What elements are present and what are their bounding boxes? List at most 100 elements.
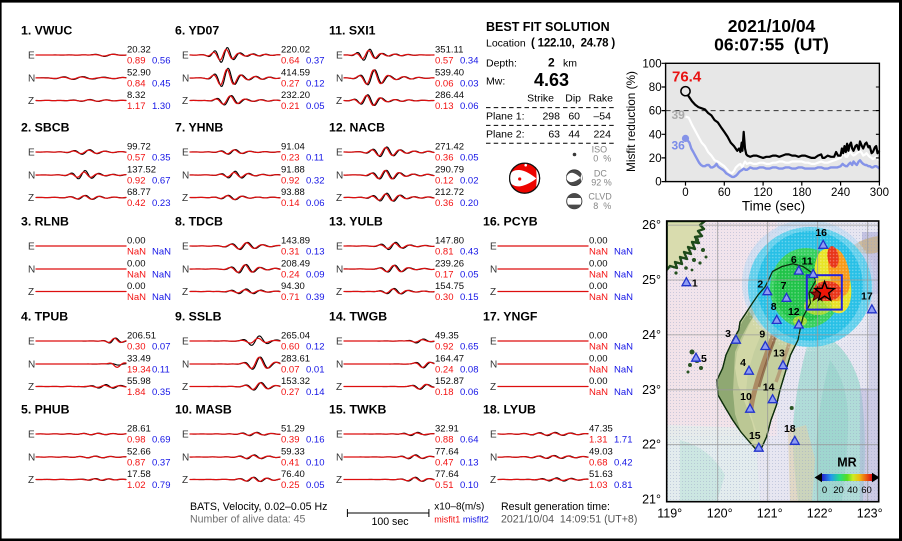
svg-text:51.63: 51.63: [589, 469, 613, 480]
svg-text:26°: 26°: [642, 218, 661, 232]
svg-text:0.43: 0.43: [460, 246, 479, 257]
svg-text:22°: 22°: [642, 438, 661, 452]
svg-text:Plane 1:: Plane 1:: [486, 111, 525, 123]
svg-text:N: N: [490, 265, 497, 276]
svg-text:1.03: 1.03: [589, 480, 608, 491]
svg-text:17. YNGF: 17. YNGF: [483, 310, 538, 324]
svg-text:20: 20: [833, 485, 844, 496]
svg-text:153.32: 153.32: [281, 376, 310, 387]
svg-text:20.32: 20.32: [127, 45, 151, 56]
svg-text:Depth:: Depth:: [486, 58, 517, 70]
svg-text:0.36: 0.36: [435, 152, 454, 163]
svg-text:Number of alive data: 45: Number of alive data: 45: [190, 514, 306, 526]
svg-text:E: E: [182, 337, 189, 348]
svg-text:E: E: [28, 337, 35, 348]
svg-text:km: km: [563, 58, 577, 70]
svg-text:0.11: 0.11: [152, 364, 170, 375]
svg-text:0: 0: [822, 485, 827, 496]
svg-text:119°: 119°: [657, 507, 682, 521]
svg-text:18: 18: [784, 423, 796, 435]
svg-text:99.72: 99.72: [127, 142, 151, 153]
svg-text:0.07: 0.07: [281, 364, 300, 375]
svg-text:271.42: 271.42: [435, 142, 464, 153]
svg-text:164.47: 164.47: [435, 354, 464, 365]
svg-text:23°: 23°: [642, 383, 661, 397]
svg-text:Z: Z: [182, 475, 188, 486]
svg-text:3. RLNB: 3. RLNB: [21, 215, 69, 229]
svg-text:0.07: 0.07: [152, 341, 171, 352]
svg-text:2: 2: [757, 279, 763, 291]
svg-text:0.57: 0.57: [435, 55, 454, 66]
svg-text:0.14: 0.14: [306, 387, 325, 398]
svg-text:N: N: [336, 265, 343, 276]
svg-text:8.32: 8.32: [127, 90, 146, 101]
svg-text:0.17: 0.17: [435, 269, 454, 280]
svg-text:1.71: 1.71: [614, 434, 633, 445]
svg-text:76.4: 76.4: [672, 69, 702, 86]
svg-text:Mw:: Mw:: [486, 76, 505, 88]
svg-text:NaN: NaN: [614, 387, 633, 398]
svg-text:Z: Z: [490, 382, 496, 393]
svg-text:0.41: 0.41: [281, 457, 300, 468]
svg-text:E: E: [336, 148, 343, 159]
svg-text:0.98: 0.98: [127, 434, 146, 445]
svg-text:0.30: 0.30: [435, 292, 454, 303]
svg-text:NaN: NaN: [614, 269, 633, 280]
svg-text:Z: Z: [28, 287, 34, 298]
svg-text:0: 0: [655, 177, 661, 189]
svg-text:NaN: NaN: [614, 292, 633, 303]
svg-text:44: 44: [568, 129, 580, 141]
svg-text:Z: Z: [336, 287, 342, 298]
svg-text:120°: 120°: [707, 507, 733, 521]
svg-text:0.79: 0.79: [152, 480, 171, 491]
svg-text:0.12: 0.12: [306, 341, 325, 352]
svg-text:59.33: 59.33: [281, 447, 305, 458]
svg-text:6: 6: [791, 254, 797, 266]
svg-text:0.51: 0.51: [435, 480, 454, 491]
svg-text:300: 300: [870, 187, 889, 199]
svg-text:0.57: 0.57: [127, 152, 146, 163]
svg-text:4.63: 4.63: [534, 70, 569, 90]
svg-text:47.35: 47.35: [589, 424, 613, 435]
svg-text:0.31: 0.31: [281, 246, 300, 257]
svg-text:Z: Z: [336, 475, 342, 486]
svg-text:6. YD07: 6. YD07: [175, 24, 219, 38]
svg-text:20: 20: [649, 153, 662, 165]
svg-text:N: N: [28, 265, 35, 276]
svg-text:0.06: 0.06: [460, 101, 479, 112]
svg-text:0.92: 0.92: [435, 341, 454, 352]
svg-text:5. PHUB: 5. PHUB: [21, 403, 70, 417]
svg-text:1.02: 1.02: [127, 480, 146, 491]
svg-text:0.16: 0.16: [306, 434, 325, 445]
svg-text:0.45: 0.45: [152, 78, 171, 89]
svg-text:0.42: 0.42: [127, 198, 146, 209]
svg-text:0.64: 0.64: [460, 434, 479, 445]
svg-text:12: 12: [788, 306, 800, 318]
svg-text:208.49: 208.49: [281, 259, 310, 270]
svg-text:18. LYUB: 18. LYUB: [483, 403, 536, 417]
svg-text:21°: 21°: [642, 493, 661, 507]
svg-text:0.27: 0.27: [281, 387, 300, 398]
svg-text:0.06: 0.06: [435, 78, 454, 89]
svg-text:68.77: 68.77: [127, 187, 151, 198]
svg-text:0.12: 0.12: [306, 78, 325, 89]
svg-text:0.65: 0.65: [460, 341, 479, 352]
svg-text:E: E: [336, 430, 343, 441]
svg-text:NaN: NaN: [614, 364, 633, 375]
svg-text:137.52: 137.52: [127, 165, 156, 176]
svg-text:Z: Z: [182, 382, 188, 393]
svg-text:N: N: [336, 171, 343, 182]
svg-text:NaN: NaN: [589, 292, 608, 303]
svg-text:0.05: 0.05: [306, 101, 325, 112]
svg-text:N: N: [182, 360, 189, 371]
svg-text:Result generation time:: Result generation time:: [501, 501, 610, 513]
svg-text:0.05: 0.05: [460, 152, 479, 163]
svg-text:0.92: 0.92: [281, 175, 300, 186]
svg-text:24°: 24°: [642, 328, 661, 342]
svg-text:NaN: NaN: [152, 269, 171, 280]
svg-text:8. TDCB: 8. TDCB: [175, 215, 223, 229]
svg-text:80: 80: [649, 82, 662, 94]
svg-text:1.31: 1.31: [589, 434, 608, 445]
svg-text:misfit1 misfit2: misfit1 misfit2: [434, 515, 489, 525]
svg-text:E: E: [28, 242, 35, 253]
